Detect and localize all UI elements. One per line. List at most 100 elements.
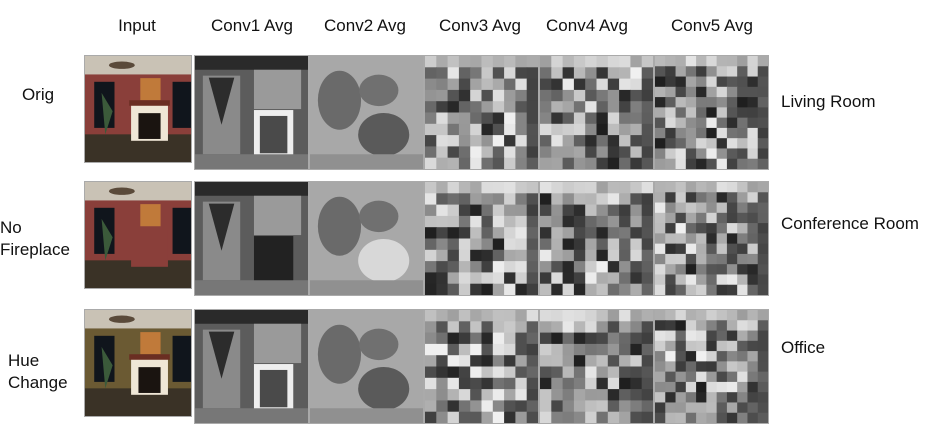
activation-cell: [562, 227, 575, 240]
activation-cell: [596, 377, 609, 390]
row-label-no-fireplace: No Fireplace: [0, 217, 80, 261]
activation-cell: [716, 182, 728, 193]
activation-cell: [551, 67, 564, 80]
activation-cell: [726, 402, 738, 414]
activation-cell: [630, 135, 643, 147]
activation-cell: [757, 381, 768, 393]
activation-cell: [515, 78, 528, 91]
activation-cell: [619, 343, 631, 356]
activation-cell: [470, 389, 483, 401]
activation-cell: [716, 233, 728, 245]
activation-cell: [596, 112, 609, 125]
activation-cell: [515, 146, 528, 159]
activation-cell: [540, 283, 552, 295]
activation-cell: [492, 238, 505, 251]
activation-cell: [515, 411, 528, 423]
activation-cell: [757, 310, 768, 321]
activation-cell: [665, 392, 677, 404]
input-photo: [84, 181, 192, 289]
activation-cell: [675, 212, 687, 224]
activation-cell: [425, 389, 437, 401]
activation-cell: [526, 238, 538, 251]
activation-cell: [447, 355, 460, 368]
activation-cell: [573, 101, 586, 114]
activation-cell: [425, 355, 437, 368]
activation-cell: [716, 320, 728, 332]
activation-cell: [757, 351, 768, 362]
activation-cell: [585, 215, 598, 228]
activation-cell: [747, 148, 759, 160]
activation-cell: [655, 284, 666, 295]
activation-cell: [726, 127, 738, 139]
activation-cell: [747, 264, 759, 276]
activation-cell: [504, 215, 516, 228]
activation-cell: [619, 377, 631, 390]
activation-cell: [630, 215, 643, 228]
activation-cell: [607, 193, 620, 206]
activation-cell: [515, 204, 528, 217]
activation-cell: [458, 101, 471, 114]
activation-cell: [665, 253, 677, 265]
activation-cell: [641, 377, 653, 390]
activation-cell: [630, 56, 643, 68]
activation-cell: [726, 138, 738, 150]
activation-cell: [551, 101, 564, 114]
activation-cell: [504, 332, 516, 345]
activation-cell: [436, 204, 449, 217]
activation-cell: [675, 158, 687, 169]
activation-cell: [504, 67, 516, 80]
activation-cell: [665, 202, 677, 214]
activation-cell: [716, 76, 728, 88]
activation-cell: [675, 284, 687, 295]
activation-cell: [696, 392, 707, 404]
activation-cell: [425, 400, 437, 413]
activation-cell: [481, 215, 494, 228]
activation-cell: [585, 283, 598, 295]
activation-cell: [447, 261, 460, 273]
activation-cell: [696, 233, 707, 245]
activation-cell: [526, 355, 538, 368]
activation-cell: [675, 76, 687, 88]
activation-cell: [685, 233, 697, 245]
activation-cell: [696, 107, 707, 119]
activation-cell: [436, 56, 449, 68]
activation-cell: [470, 215, 483, 228]
activation-cell: [641, 204, 653, 217]
activation-cell: [425, 343, 437, 356]
activation-cell: [726, 310, 738, 321]
activation-cell: [551, 78, 564, 91]
activation-cell: [607, 123, 620, 136]
activation-cell: [726, 117, 738, 129]
activation-cell: [458, 283, 471, 295]
activation-cell: [596, 135, 609, 147]
activation-cell: [696, 182, 707, 193]
activation-cell: [655, 76, 666, 88]
activation-cell: [573, 332, 586, 345]
activation-cell: [607, 310, 620, 322]
activation-cell: [630, 343, 643, 356]
activation-cell: [737, 330, 749, 342]
activation-cell: [737, 233, 749, 245]
activation-cell: [737, 107, 749, 119]
activation-cell: [425, 227, 437, 240]
activation-cell: [716, 202, 728, 214]
activation-cell: [607, 182, 620, 194]
activation-cell: [436, 355, 449, 368]
activation-cell: [540, 249, 552, 262]
activation-cell: [641, 56, 653, 68]
activation-cell: [726, 371, 738, 383]
activation-cell: [675, 243, 687, 255]
activation-cell: [585, 377, 598, 390]
activation-cell: [747, 192, 759, 204]
activation-cell: [706, 392, 718, 404]
activation-cell: [540, 123, 552, 136]
activation-cell: [504, 112, 516, 125]
activation-cell: [706, 212, 718, 224]
activation-cell: [540, 56, 552, 68]
activation-cell: [458, 112, 471, 125]
activation-cell: [630, 332, 643, 345]
activation-cell: [675, 182, 687, 193]
activation-cell: [551, 89, 564, 102]
activation-cell: [436, 332, 449, 345]
activation-cell: [607, 389, 620, 401]
